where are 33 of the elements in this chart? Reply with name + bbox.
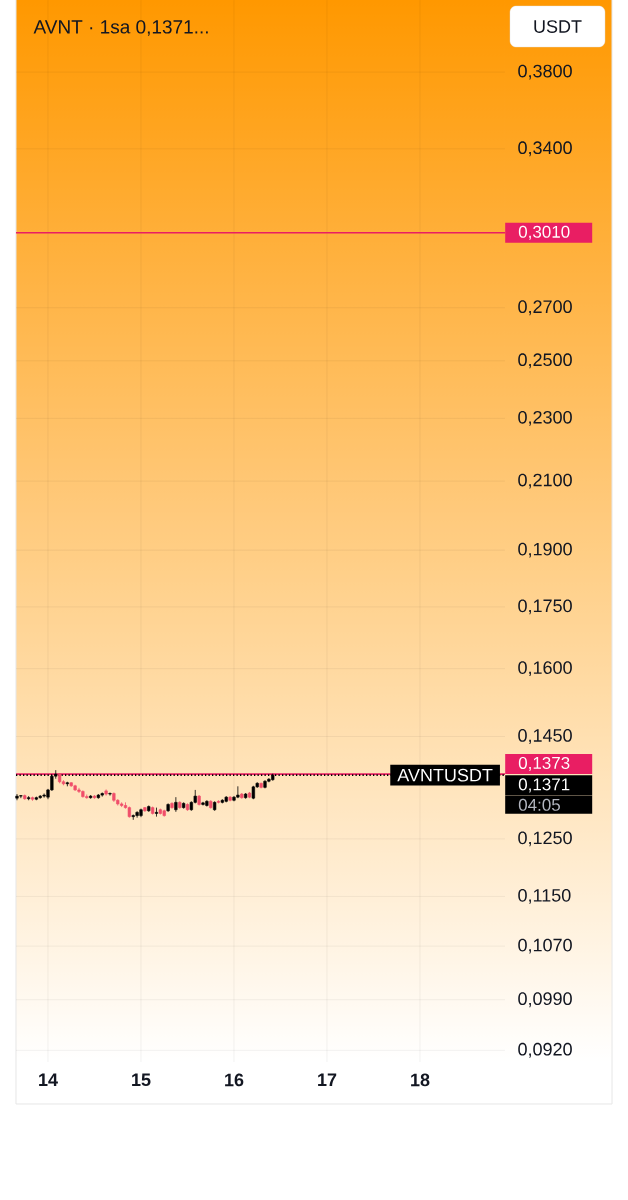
x-tick-label: 14 [39,1073,58,1086]
x-tick-label: 17 [318,1073,337,1086]
y-tick-label: 0,2700 [518,300,572,316]
candlestick [77,787,81,794]
y-tick-label: 0,1450 [518,729,572,744]
text: 04:05 [518,798,561,811]
y-tick-label: 0,3400 [518,141,572,157]
candlestick [42,793,46,799]
annotation: AVNTUSDT [397,768,493,782]
candlestick [174,796,178,813]
y-tick-label: 0,0990 [518,992,572,1008]
x-tick-label: 15 [132,1073,151,1087]
y-tick-label: 0,1900 [518,542,572,558]
y-tick-label: 0,2100 [518,473,572,489]
candlestick [131,814,135,821]
y-tick-label: 0,1150 [518,888,571,904]
y-tick-label: 0,2300 [518,410,572,426]
y-tick-label: 0,1250 [518,831,572,847]
x-tick-label: 16 [225,1073,244,1087]
ref-line-label: 0,3010 [518,225,570,240]
text: AVNT · 1sa 0,1371... [33,20,208,36]
y-tick-label: 0,1600 [518,661,572,677]
x-tick-label: 18 [411,1073,430,1087]
text: USDT [534,20,582,33]
y-tick-label: 0,3800 [518,64,572,80]
candlestick [135,810,139,819]
ref-line-label: 0,1371 [518,778,570,793]
y-tick-label: 0,0920 [518,1042,572,1058]
candlestick [236,785,240,799]
y-tick-label: 0,1070 [518,938,572,954]
y-tick-label: 0,1750 [518,599,572,615]
ref-line-label: 0,1373 [518,756,570,771]
y-tick-label: 0,2500 [518,353,572,369]
